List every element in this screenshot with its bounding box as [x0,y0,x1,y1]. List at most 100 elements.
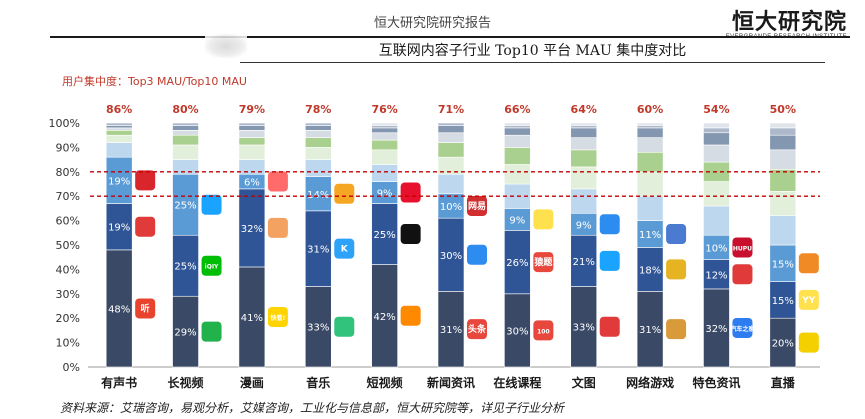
segment-value-label: 9% [377,189,393,200]
bar-segment [504,122,531,126]
concentration-label: 78% [305,103,331,116]
xiaoyuan-icon [533,209,554,230]
bar-segment [371,127,398,134]
bar-segment [371,132,398,141]
bar-segment [105,125,133,129]
netease-news-icon [467,195,487,216]
y-tick-label: 30% [56,288,80,301]
concentration-label: 66% [504,103,530,116]
segment-value-label: 31% [440,325,462,336]
iqiyi-icon [201,255,222,276]
tencent-video-icon [201,321,222,342]
bar-segment [504,230,531,295]
y-tick-label: 80% [56,166,80,179]
app-icon-text: YY [801,296,816,306]
bar-segment [636,151,664,173]
tencent-news-icon [467,244,487,265]
bar-segment [172,134,199,146]
yy-icon [798,289,819,310]
app-icon-text: 听 [141,302,150,314]
bar-segment [304,130,332,138]
segment-value-label: 42% [374,312,396,323]
segment-value-label: 18% [639,265,661,276]
app-icon-text: 猿题 [533,256,553,268]
y-tick-label: 20% [56,312,80,325]
source-note: 资料来源：艾瑞咨询，易观分析，艾媒咨询，工业化与信息部，恒大研究院等，详见子行业… [60,401,565,415]
bar-segment [769,281,797,319]
segment-value-label: 14% [307,190,329,201]
concentration-label: 71% [438,103,464,116]
bar-segment [570,125,598,129]
bar-segment [371,125,398,129]
segment-value-label: 10% [705,243,727,254]
bar-segment [504,127,531,136]
wenku-icon [599,214,620,235]
segment-value-label: 20% [772,339,794,350]
bar-segment [105,127,133,131]
bar-segment [437,125,465,134]
bar-segment [304,122,332,126]
peace-elite-icon [666,259,687,280]
bar-segment [769,134,797,151]
bar-segment [703,259,730,290]
qingting-icon [135,170,156,191]
bar-segment [769,191,797,217]
youku-icon [201,194,222,215]
category-label: 音乐 [306,375,330,390]
bar-segment [703,181,730,207]
dongqiudi-icon [732,264,753,285]
kugou-icon [334,238,355,259]
category-label: 新闻资讯 [427,375,475,390]
bar-segment [371,149,398,165]
dongman-icon [267,171,288,192]
bar-segment [304,125,332,131]
bar-segment [172,144,199,160]
bar-segment [304,210,332,287]
y-tick-label: 0% [63,361,80,374]
momo-icon [798,332,819,353]
bar-segment [504,134,531,148]
bar-segment [238,130,266,138]
bar-segment [504,125,531,129]
segment-value-label: 32% [241,224,263,235]
bar-segment [437,132,465,143]
concentration-label: 60% [637,103,663,116]
game-icon [666,224,687,245]
segment-value-label: 9% [509,215,525,226]
bar-segment [703,234,730,260]
bar-segment [304,159,332,177]
bar-segment [238,122,266,126]
bar-segment [304,286,332,368]
category-label: 直播 [771,375,796,390]
bar-segment [570,137,598,151]
bar-segment [570,149,598,168]
bar-segment [105,249,133,368]
toutiao-icon [467,319,487,340]
bar-segment [437,217,465,292]
bar-segment [703,132,730,146]
bar-segment [703,127,730,134]
bar-segment [105,203,133,251]
category-label: 特色资讯 [692,375,740,390]
bar-segment [304,176,332,212]
app-icon-text: 快看! [270,314,286,322]
app-icon-text: iQIY [205,264,219,271]
segment-value-label: 25% [174,262,196,273]
bar-segment [238,188,266,268]
honor-of-kings-icon [666,319,687,340]
segment-value-label: 31% [639,325,661,336]
bar-segment [769,149,797,170]
app-icon-text: 100 [537,328,550,335]
bar-segment [703,122,730,129]
bar-segment [769,244,797,282]
segment-value-label: 6% [244,178,260,189]
manhua-icon [267,217,288,238]
bar-segment [769,317,797,368]
bar-segment [504,164,531,185]
segment-value-label: 48% [108,304,130,315]
bar-segment [570,127,598,138]
bar-segment [437,122,465,126]
segment-value-label: 15% [772,259,794,270]
concentration-label: 76% [371,103,397,116]
segment-value-label: 33% [573,323,595,334]
